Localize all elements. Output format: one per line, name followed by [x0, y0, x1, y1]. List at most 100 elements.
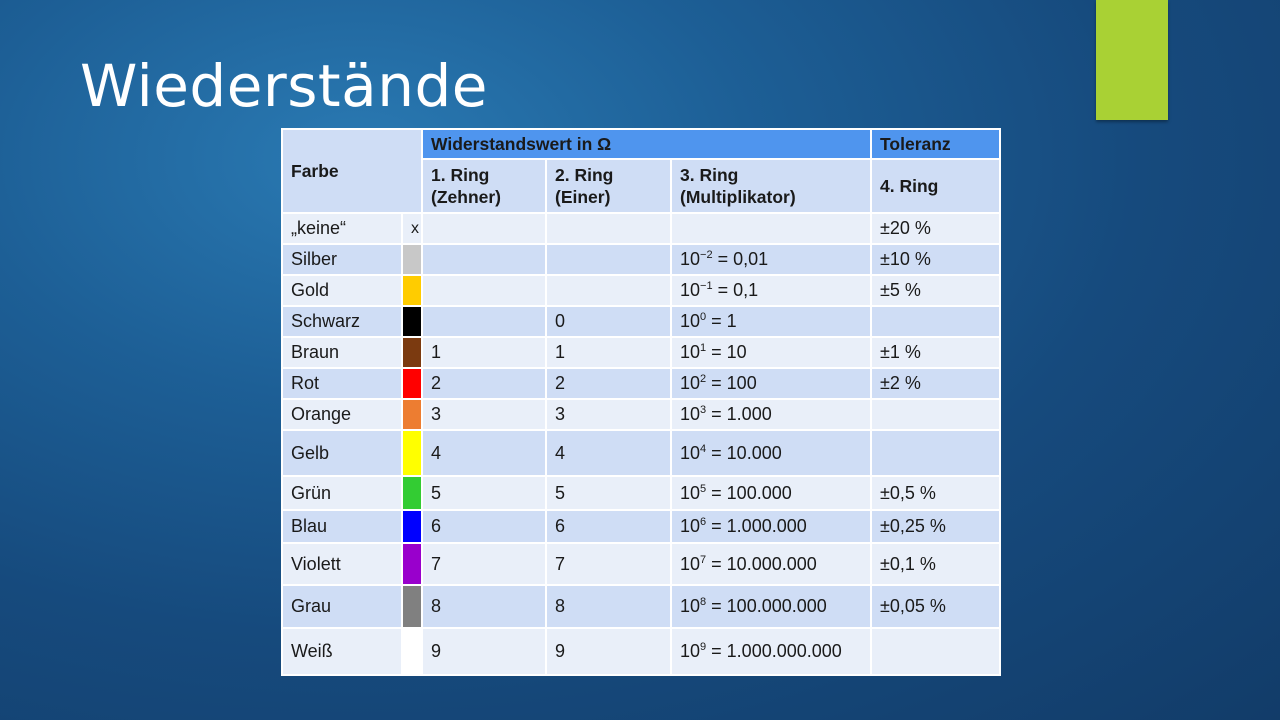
ring1-cell: 9: [421, 627, 547, 676]
header-ring1: 1. Ring (Zehner): [421, 158, 547, 214]
ring1-cell: [421, 212, 547, 245]
ring2-cell: [545, 274, 672, 307]
color-swatch: [401, 274, 423, 307]
tolerance-cell: ±0,05 %: [870, 584, 1002, 629]
ring1-cell: 4: [421, 429, 547, 477]
multiplier-base: 10: [680, 516, 701, 536]
table-row: Silber 10−2 = 0,01 ±10 %: [281, 243, 1002, 276]
color-name-cell: „keine“: [281, 212, 403, 245]
multiplier-exponent: 3: [700, 404, 707, 416]
color-name-cell: Weiß: [281, 627, 403, 676]
ring1-cell: 3: [421, 398, 547, 431]
tolerance-cell: [870, 627, 1002, 676]
ring2-cell: 4: [545, 429, 672, 477]
color-name-cell: Silber: [281, 243, 403, 276]
multiplier-base: 10: [680, 553, 701, 574]
ring2-cell: 0: [545, 305, 672, 338]
multiplier-value: = 100: [706, 373, 757, 393]
ring2-cell: 9: [545, 627, 672, 676]
table-row: Braun 1 1 101 = 10 ±1 %: [281, 336, 1002, 369]
multiplier-exponent: 4: [700, 442, 707, 455]
ring1-cell: [421, 305, 547, 338]
multiplier-value: = 0,01: [712, 249, 769, 269]
multiplier-exponent: 8: [700, 596, 707, 608]
multiplier-cell: 103 = 1.000: [669, 398, 873, 431]
tolerance-cell: ±0,25 %: [870, 509, 1002, 544]
color-name-cell: Gelb: [281, 429, 403, 477]
multiplier-exponent: 9: [700, 641, 707, 653]
tolerance-cell: [870, 398, 1002, 431]
multiplier-exponent: 7: [700, 553, 707, 566]
color-name-cell: Grün: [281, 475, 403, 511]
header-ring3: 3. Ring (Multiplikator): [669, 158, 873, 214]
ring1-cell: 5: [421, 475, 547, 511]
multiplier-value: = 1.000.000.000: [706, 641, 842, 661]
color-name-cell: Orange: [281, 398, 403, 431]
multiplier-base: 10: [680, 373, 701, 393]
tolerance-cell: ±20 %: [870, 212, 1002, 245]
color-swatch: [401, 367, 423, 400]
color-name-cell: Grau: [281, 584, 403, 629]
tolerance-cell: ±0,5 %: [870, 475, 1002, 511]
color-swatch: [401, 429, 423, 477]
multiplier-cell: 102 = 100: [669, 367, 873, 400]
header-widerstandswert: Widerstandswert in Ω: [420, 128, 873, 160]
ring2-cell: 6: [545, 509, 672, 544]
ring2-cell: 7: [545, 542, 672, 586]
multiplier-base: 10: [680, 342, 701, 362]
color-swatch: [401, 584, 423, 629]
multiplier-cell: 107 = 10.000.000: [669, 542, 873, 586]
color-swatch: [401, 305, 423, 338]
slide-title: Wiederstände: [80, 52, 488, 120]
ring2-cell: 1: [545, 336, 672, 369]
ring1-cell: 6: [421, 509, 547, 544]
ring2-cell: 2: [545, 367, 672, 400]
header-ring4: 4. Ring: [870, 158, 1002, 214]
table-body: „keine“ x ±20 % Silber 10−2 = 0,01 ±10 % Gold 1…: [281, 212, 1002, 676]
color-name-cell: Gold: [281, 274, 403, 307]
multiplier-cell: 10−1 = 0,1: [669, 274, 873, 307]
multiplier-exponent: 0: [700, 311, 707, 323]
multiplier-cell: 105 = 100.000: [669, 475, 873, 511]
multiplier-base: 10: [680, 596, 701, 616]
color-name-cell: Violett: [281, 542, 403, 586]
multiplier-exponent: −2: [700, 249, 713, 261]
ring1-cell: 1: [421, 336, 547, 369]
multiplier-base: 10: [680, 641, 701, 661]
multiplier-base: 10: [680, 404, 701, 424]
color-name-cell: Blau: [281, 509, 403, 544]
table-row: Blau 6 6 106 = 1.000.000 ±0,25 %: [281, 509, 1002, 544]
multiplier-base: 10: [680, 280, 701, 300]
tolerance-cell: ±2 %: [870, 367, 1002, 400]
multiplier-value: = 0,1: [712, 280, 759, 300]
multiplier-value: = 1.000: [706, 404, 772, 424]
tolerance-cell: ±10 %: [870, 243, 1002, 276]
table-row: Violett 7 7 107 = 10.000.000 ±0,1 %: [281, 542, 1002, 586]
color-name-cell: Braun: [281, 336, 403, 369]
multiplier-value: = 10.000.000: [706, 553, 817, 574]
table-row: Rot 2 2 102 = 100 ±2 %: [281, 367, 1002, 400]
color-name-cell: Schwarz: [281, 305, 403, 338]
multiplier-cell: 109 = 1.000.000.000: [669, 627, 873, 676]
multiplier-cell: 10−2 = 0,01: [669, 243, 873, 276]
color-swatch: [401, 509, 423, 544]
multiplier-exponent: 5: [700, 482, 707, 495]
ring2-cell: 8: [545, 584, 672, 629]
multiplier-base: 10: [680, 311, 701, 331]
ring1-cell: 7: [421, 542, 547, 586]
tolerance-cell: ±0,1 %: [870, 542, 1002, 586]
header-toleranz: Toleranz: [870, 128, 1002, 160]
ring1-cell: [421, 243, 547, 276]
table-row: Grau 8 8 108 = 100.000.000 ±0,05 %: [281, 584, 1002, 629]
header-ring2: 2. Ring (Einer): [545, 158, 672, 214]
table-row: Weiß 9 9 109 = 1.000.000.000: [281, 627, 1002, 676]
resistor-color-table: Farbe Widerstandswert in Ω Toleranz 1. R…: [281, 128, 1002, 676]
multiplier-exponent: 1: [700, 342, 707, 354]
multiplier-cell: 106 = 1.000.000: [669, 509, 873, 544]
ring1-cell: 8: [421, 584, 547, 629]
multiplier-exponent: 6: [700, 516, 707, 528]
ring2-cell: 5: [545, 475, 672, 511]
ring2-cell: [545, 212, 672, 245]
table-row: „keine“ x ±20 %: [281, 212, 1002, 245]
color-swatch: [401, 243, 423, 276]
